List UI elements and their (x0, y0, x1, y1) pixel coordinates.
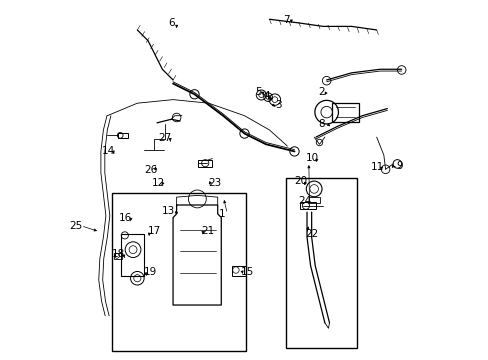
Text: 16: 16 (119, 213, 132, 223)
Text: 8: 8 (318, 118, 325, 129)
Text: 11: 11 (370, 162, 384, 172)
Text: 7: 7 (283, 15, 289, 25)
Bar (308, 197, 319, 203)
Text: 23: 23 (208, 177, 222, 188)
Text: 9: 9 (396, 161, 403, 171)
Text: 26: 26 (144, 165, 157, 175)
Text: 3: 3 (274, 100, 281, 110)
Text: 18: 18 (112, 249, 125, 259)
Text: 1: 1 (219, 209, 225, 219)
Text: 4: 4 (263, 91, 270, 101)
Text: 14: 14 (101, 146, 114, 156)
Text: 5: 5 (254, 87, 261, 97)
Text: 19: 19 (144, 267, 157, 277)
Bar (118, 133, 127, 138)
Bar (121, 234, 144, 276)
Text: 6: 6 (168, 18, 175, 28)
Text: 10: 10 (305, 153, 318, 163)
Text: 27: 27 (158, 133, 171, 143)
Text: 15: 15 (240, 267, 253, 277)
Text: 21: 21 (201, 226, 214, 236)
Bar (198, 159, 212, 167)
Bar (299, 202, 315, 209)
Text: 2: 2 (318, 87, 325, 97)
Text: 24: 24 (297, 197, 310, 206)
Bar (285, 178, 356, 348)
Text: 25: 25 (69, 221, 82, 231)
Text: 12: 12 (151, 178, 164, 188)
Bar (331, 103, 358, 122)
Text: 20: 20 (294, 176, 307, 186)
Text: 22: 22 (305, 229, 318, 239)
Text: 13: 13 (162, 206, 175, 216)
Bar (231, 266, 245, 276)
Bar (112, 193, 246, 351)
Bar (114, 253, 122, 258)
Text: 17: 17 (147, 226, 161, 236)
